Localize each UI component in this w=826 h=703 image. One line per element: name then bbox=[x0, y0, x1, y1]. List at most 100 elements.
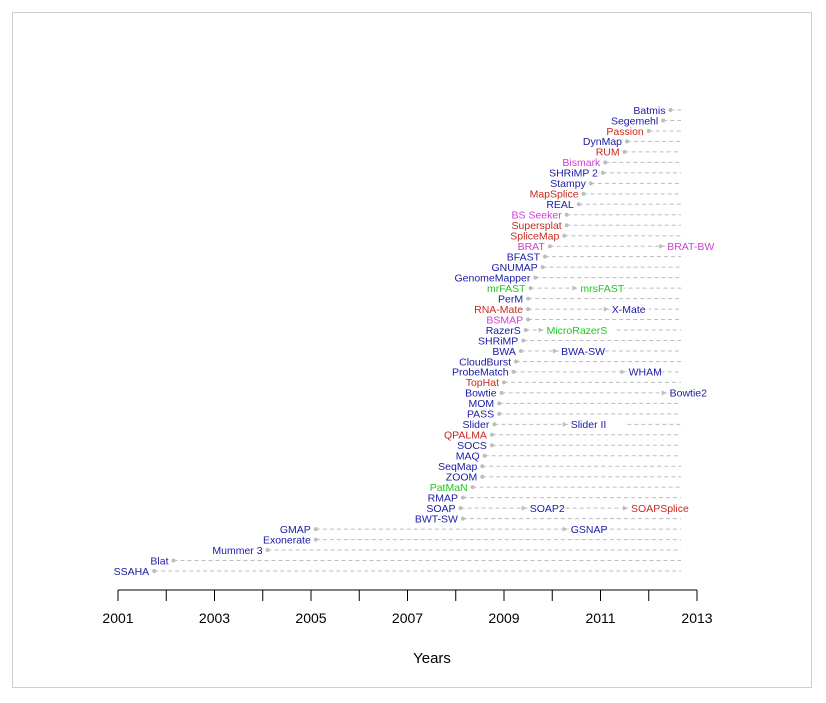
successor-label: Slider II bbox=[571, 419, 607, 431]
tool-point bbox=[526, 296, 531, 301]
tool-row: SHRiMP bbox=[478, 335, 681, 347]
tool-label: SOAP bbox=[426, 503, 455, 515]
successor-label-bg bbox=[578, 282, 624, 295]
tool-point bbox=[581, 191, 586, 196]
tool-label: SSAHA bbox=[114, 566, 150, 578]
tool-label: ProbeMatch bbox=[452, 367, 509, 379]
tool-point bbox=[528, 286, 533, 291]
tool-label: Exonerate bbox=[263, 534, 311, 546]
tool-label: PerM bbox=[498, 293, 523, 305]
tool-point bbox=[526, 307, 531, 312]
tool-point bbox=[543, 254, 548, 259]
tool-row: MOM bbox=[469, 398, 681, 410]
tool-point bbox=[171, 558, 176, 563]
tool-label: Bowtie bbox=[465, 388, 497, 400]
tool-point bbox=[511, 369, 516, 374]
successor-arrow bbox=[623, 505, 629, 511]
tool-row: PatMaN bbox=[430, 482, 681, 494]
successor-label-bg bbox=[609, 303, 650, 316]
tool-label: CloudBurst bbox=[459, 356, 511, 368]
x-tick-label: 2005 bbox=[295, 610, 326, 626]
x-axis-title: Years bbox=[413, 650, 451, 667]
successor-arrow bbox=[659, 243, 665, 249]
tool-row: RMAP bbox=[428, 492, 681, 504]
tool-point bbox=[489, 443, 494, 448]
tool-label: DynMap bbox=[583, 136, 622, 148]
tool-point bbox=[470, 485, 475, 490]
successor-label-bg bbox=[665, 240, 711, 253]
tool-row: SOCS bbox=[457, 440, 681, 452]
x-tick-label: 2009 bbox=[488, 610, 519, 626]
tool-point bbox=[668, 108, 673, 112]
successor-label: mrsFAST bbox=[580, 283, 624, 295]
successor-label-bg bbox=[527, 502, 562, 515]
tool-label: Batmis bbox=[633, 105, 665, 117]
tool-label: ZOOM bbox=[446, 472, 478, 484]
tool-point bbox=[661, 118, 666, 123]
tool-point bbox=[265, 548, 270, 553]
tool-row: MAQ bbox=[456, 451, 681, 463]
tool-point bbox=[480, 474, 485, 479]
tool-point bbox=[313, 527, 318, 532]
successor-label: BWA-SW bbox=[561, 346, 605, 358]
tool-point bbox=[603, 160, 608, 165]
tool-label: Blat bbox=[150, 555, 168, 567]
x-tick-label: 2001 bbox=[102, 610, 133, 626]
tool-point bbox=[152, 569, 157, 573]
successor-arrow bbox=[562, 526, 568, 532]
tool-point bbox=[482, 453, 487, 458]
tool-label: Stampy bbox=[550, 178, 586, 190]
tool-label: PatMaN bbox=[430, 482, 468, 494]
tool-label: Passion bbox=[606, 126, 644, 138]
tool-label: SHRiMP bbox=[478, 335, 518, 347]
tool-point bbox=[646, 128, 651, 133]
successor-arrow bbox=[603, 306, 609, 312]
successor-label-bg bbox=[629, 502, 693, 515]
x-tick-label: 2013 bbox=[681, 610, 712, 626]
successor-arrow bbox=[538, 327, 544, 333]
x-tick-label: 2011 bbox=[585, 610, 615, 626]
tool-label: SHRiMP 2 bbox=[549, 168, 598, 180]
tool-row: Batmis bbox=[633, 105, 681, 117]
tool-point bbox=[523, 328, 528, 333]
tool-label: Mummer 3 bbox=[212, 545, 262, 557]
tool-row: RazerS MicroRazerS bbox=[486, 324, 681, 337]
tool-row: RUM bbox=[596, 147, 681, 159]
tool-label: SpliceMap bbox=[510, 231, 559, 243]
tool-point bbox=[588, 181, 593, 186]
successor-arrow bbox=[562, 421, 568, 427]
tool-row: Supersplat bbox=[512, 220, 681, 232]
tool-label: MAQ bbox=[456, 451, 480, 463]
tool-row: ZOOM bbox=[446, 472, 681, 484]
tool-row: Bowtie Bowtie2 bbox=[465, 386, 713, 400]
tool-label: Bismark bbox=[562, 157, 601, 169]
tool-row: GenomeMapper bbox=[454, 272, 681, 284]
tool-point bbox=[564, 212, 569, 217]
successor-arrow bbox=[661, 390, 667, 396]
tool-point bbox=[622, 149, 627, 154]
tool-label: MOM bbox=[469, 398, 495, 410]
tool-point bbox=[497, 411, 502, 416]
tool-label: RNA-Mate bbox=[474, 304, 523, 316]
tool-row: Blat bbox=[150, 555, 681, 567]
tool-row: BSMAP bbox=[486, 314, 681, 326]
successor-arrow bbox=[553, 348, 559, 354]
tool-row: ProbeMatch WHAM bbox=[452, 365, 681, 379]
tool-row: TopHat bbox=[466, 377, 681, 389]
tool-label: SeqMap bbox=[438, 461, 477, 473]
tool-row: SHRiMP 2 bbox=[549, 168, 681, 180]
successor-label-bg bbox=[667, 386, 713, 399]
tool-point bbox=[526, 317, 531, 322]
tool-point bbox=[492, 422, 497, 427]
tool-label: GMAP bbox=[280, 524, 311, 536]
successor-arrow bbox=[521, 505, 527, 511]
tool-label: BWA bbox=[492, 346, 516, 358]
tool-row: mrFAST mrsFAST bbox=[487, 282, 681, 295]
tool-row: REAL bbox=[546, 199, 681, 211]
tool-point bbox=[625, 139, 630, 144]
tool-row: Stampy bbox=[550, 178, 681, 190]
tool-row: DynMap bbox=[583, 136, 681, 148]
successor-label-bg bbox=[544, 324, 614, 337]
